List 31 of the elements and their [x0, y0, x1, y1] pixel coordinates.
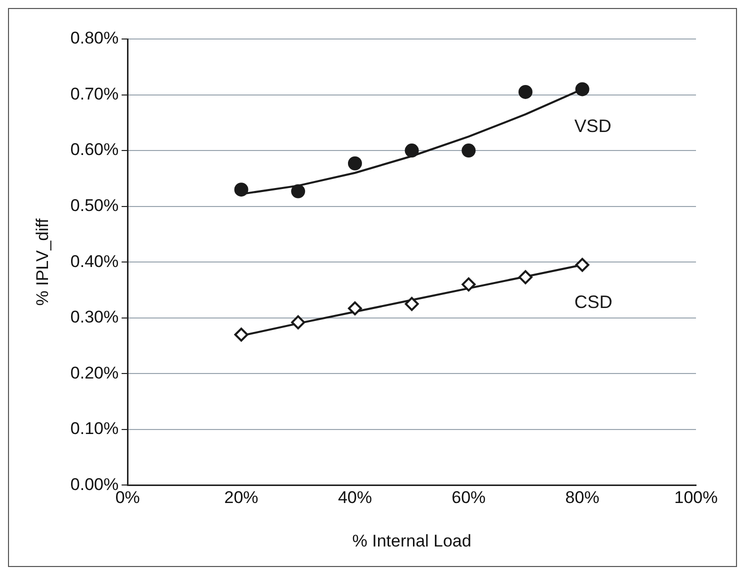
- point: [462, 277, 476, 292]
- y-tick-label: 0.50%: [70, 196, 119, 216]
- y-tick-label: 0.70%: [70, 84, 119, 104]
- x-tick-label: 20%: [224, 488, 258, 508]
- point: [462, 144, 476, 158]
- series-label: VSD: [574, 116, 612, 136]
- point: [348, 156, 362, 170]
- y-tick-label: 0.40%: [70, 252, 119, 271]
- point: [348, 301, 362, 316]
- y-tick-label: 0.10%: [70, 419, 119, 438]
- y-axis-title: % IPLV_diff: [32, 218, 52, 306]
- x-axis-title: % Internal Load: [352, 531, 472, 550]
- x-tick-label: 60%: [452, 488, 486, 508]
- point: [404, 144, 419, 158]
- y-tick-label: 0.60%: [70, 140, 119, 160]
- point: [575, 258, 590, 272]
- point: [234, 328, 248, 342]
- y-tick-label: 0.20%: [70, 363, 119, 382]
- series-label: CSD: [574, 292, 612, 312]
- point: [234, 182, 248, 197]
- point: [518, 84, 532, 99]
- y-tick-label: 0.80%: [70, 28, 119, 48]
- y-tick-label: 0.30%: [70, 308, 119, 327]
- point: [575, 82, 590, 96]
- point: [518, 270, 532, 284]
- x-tick-label: 100%: [674, 488, 718, 508]
- point: [404, 296, 419, 311]
- x-tick-label: 80%: [565, 488, 600, 508]
- point: [291, 184, 306, 198]
- x-tick-label: 40%: [338, 488, 372, 508]
- point: [291, 315, 306, 330]
